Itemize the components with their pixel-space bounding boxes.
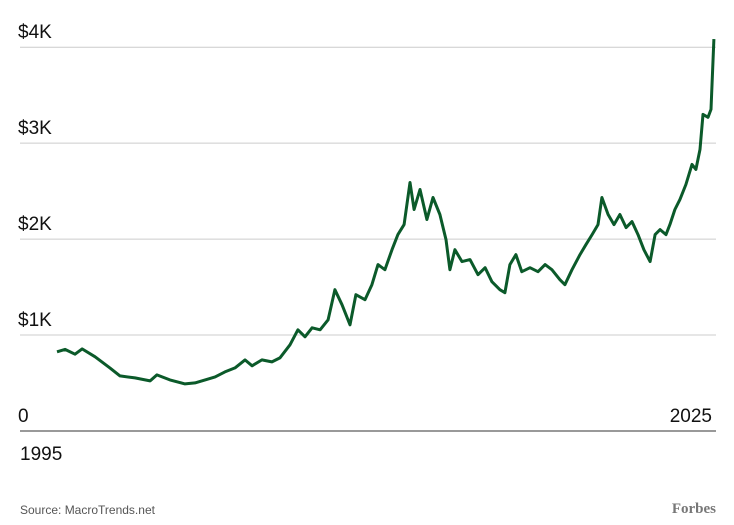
- y-tick-label: $4K: [18, 22, 52, 43]
- y-tick-label: $1K: [18, 310, 52, 331]
- x-tick-label: 2025: [670, 406, 712, 427]
- brand-logo: Forbes: [672, 501, 716, 517]
- y-tick-label: $2K: [18, 214, 52, 235]
- line: [56, 39, 716, 386]
- y-tick-label: 0: [18, 406, 29, 427]
- y-tick-label: $3K: [18, 118, 52, 139]
- source: Source: MacroTrends.net: [20, 503, 156, 517]
- x-tick-label: 1995: [20, 444, 62, 465]
